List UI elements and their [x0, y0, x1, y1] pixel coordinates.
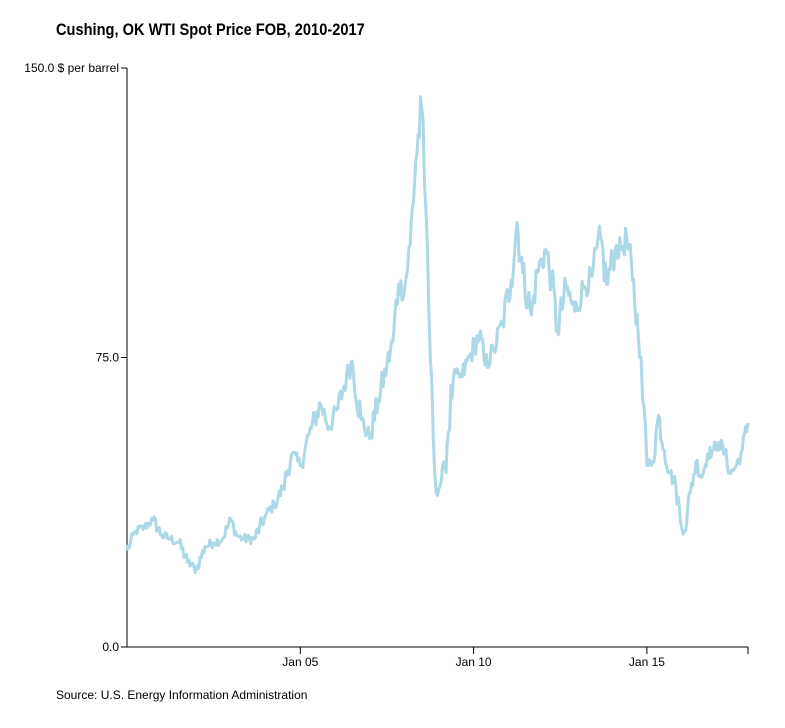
x-tick-label: Jan 10 [456, 655, 492, 669]
source-note: Source: U.S. Energy Information Administ… [56, 688, 308, 702]
y-tick-label: 75.0 [96, 351, 120, 365]
x-tick-label: Jan 05 [282, 655, 318, 669]
y-tick-label: 150.0 $ per barrel [24, 61, 119, 75]
x-tick-label: Jan 15 [629, 655, 665, 669]
chart-title: Cushing, OK WTI Spot Price FOB, 2010-201… [56, 20, 365, 39]
price-series-line [125, 95, 750, 574]
plot-area: 0.0 75.0 150.0 $ per barrel Jan 05 Jan 10 Ja… [24, 61, 750, 669]
y-tick-label: 0.0 [102, 640, 119, 654]
